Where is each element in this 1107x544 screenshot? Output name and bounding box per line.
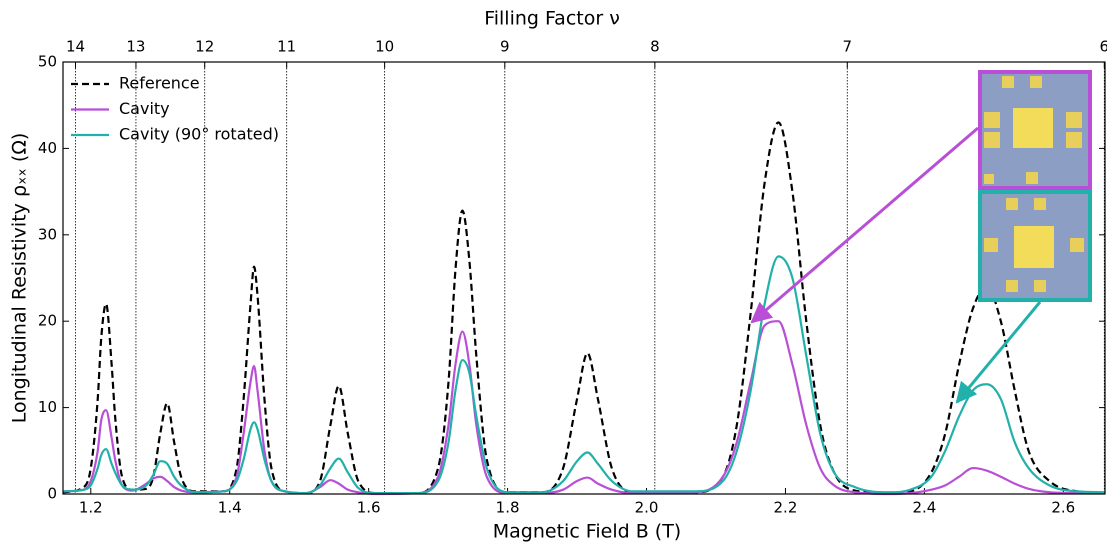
- y-tick-label: 10: [38, 398, 57, 416]
- x-axis-label: Magnetic Field B (T): [493, 521, 681, 543]
- x2-tick-label: 14: [66, 38, 85, 56]
- x-tick-label: 2.0: [635, 499, 659, 517]
- legend-label: Cavity: [119, 99, 170, 118]
- y-tick-label: 0: [47, 485, 57, 503]
- x-tick-label: 2.6: [1051, 499, 1075, 517]
- x-tick-label: 2.4: [912, 499, 936, 517]
- legend-label: Cavity (90° rotated): [119, 125, 279, 144]
- x-tick-label: 1.2: [79, 499, 103, 517]
- x-tick-label: 1.8: [496, 499, 520, 517]
- y-tick-label: 50: [38, 53, 57, 71]
- y-tick-label: 40: [38, 139, 57, 157]
- x2-tick-label: 13: [126, 38, 145, 56]
- x-tick-label: 2.2: [774, 499, 798, 517]
- x2-axis-label: Filling Factor ν: [484, 8, 620, 30]
- x2-tick-label: 11: [277, 38, 296, 56]
- series-line: [62, 121, 1106, 495]
- x2-tick-label: 6: [1100, 38, 1107, 56]
- x-tick-label: 1.4: [218, 499, 242, 517]
- y-tick-label: 20: [38, 312, 57, 330]
- x-tick-label: 1.6: [357, 499, 381, 517]
- series-line: [62, 255, 1106, 495]
- y-axis-label: Longitudinal Resistivity ρₓₓ (Ω): [9, 133, 31, 424]
- x2-tick-label: 10: [375, 38, 394, 56]
- inset-images: [750, 70, 1092, 404]
- x2-tick-label: 12: [195, 38, 214, 56]
- x2-tick-label: 9: [500, 38, 510, 56]
- x2-tick-label: 8: [650, 38, 660, 56]
- legend-label: Reference: [119, 74, 200, 93]
- plot-frame: [62, 61, 1106, 495]
- series-line: [62, 320, 1105, 496]
- x2-tick-label: 7: [843, 38, 853, 56]
- y-tick-label: 30: [38, 225, 57, 243]
